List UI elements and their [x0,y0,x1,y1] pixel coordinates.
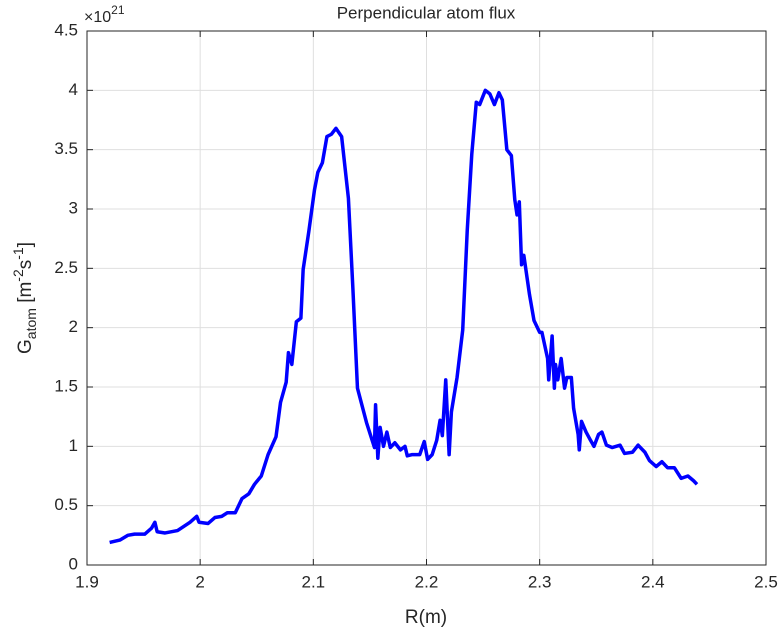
y-tick-label: 1 [69,436,78,455]
y-label-unit: [m [15,282,36,308]
y-label-sub: atom [23,308,39,339]
x-axis-label: R(m) [405,607,447,628]
y-tick-label: 4.5 [54,20,78,39]
x-tick-label: 2.4 [641,572,665,591]
y-label-exp: -1 [10,247,26,260]
x-tick-label: 2.1 [302,572,326,591]
data-line [109,88,699,545]
y-tick-label: 2.5 [54,258,78,277]
y-tick-label: 0 [69,554,78,573]
y-label-unit: s [15,260,36,270]
x-tick-label: 2 [195,572,204,591]
y-label-base: G [15,339,36,354]
y-label-unit: ] [15,242,36,247]
x-tick-label: 1.9 [75,572,99,591]
y-tick-label: 0.5 [54,495,78,514]
x-tick-label: 2.3 [528,572,552,591]
y-axis-label: Gatom [m-2s-1] [10,242,39,354]
x-tick-label: 2.5 [754,572,778,591]
x-tick-label: 2.2 [415,572,439,591]
chart-title: Perpendicular atom flux [337,3,516,22]
y-tick-label: 4 [69,80,78,99]
y-multiplier: ×1021 [84,3,125,26]
y-tick-label: 2 [69,317,78,336]
y-multiplier-exponent: 21 [111,3,125,17]
y-tick-label: 1.5 [54,376,78,395]
y-tick-label: 3 [69,198,78,217]
y-tick-label: 3.5 [54,139,78,158]
axes-box [86,30,767,566]
y-multiplier-base: ×10 [84,9,111,26]
y-label-exp: -2 [10,269,26,282]
